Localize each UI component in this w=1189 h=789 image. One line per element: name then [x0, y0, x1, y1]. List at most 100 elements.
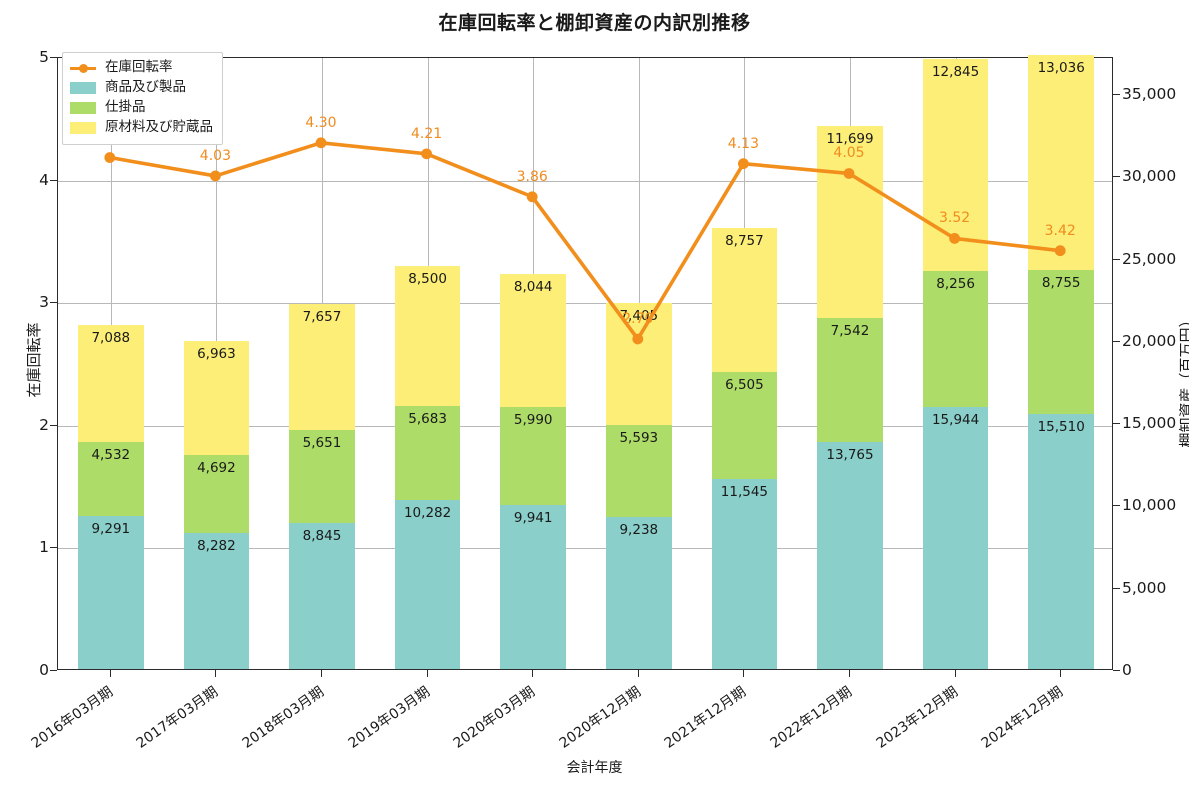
- line-value-label: 3.86: [516, 168, 548, 185]
- bar-segment-merchandise[interactable]: [394, 499, 461, 669]
- x-axis-tickmark: [637, 670, 639, 677]
- y-axis-right-tickmark: [1113, 670, 1120, 671]
- bar-segment-work-in-process[interactable]: [394, 406, 461, 500]
- bar-segment-raw-materials[interactable]: [183, 340, 250, 456]
- x-axis-tickmark: [849, 670, 850, 677]
- bar-segment-work-in-process[interactable]: [289, 430, 355, 524]
- y-axis-right-label: 棚卸資産（百万円）: [1177, 312, 1189, 448]
- x-axis-label: 会計年度: [566, 760, 623, 776]
- y-axis-right-tickmark: [1113, 340, 1120, 342]
- y-axis-right-tick-label: 30,000: [1122, 167, 1177, 186]
- gridline: [58, 425, 1112, 427]
- y-axis-left-tick-label: 2: [39, 415, 49, 434]
- bar-segment-raw-materials[interactable]: [394, 266, 461, 407]
- y-axis-left-tickmark: [50, 179, 57, 181]
- bar-segment-work-in-process[interactable]: [1028, 269, 1094, 414]
- line-value-label: 4.13: [727, 135, 759, 152]
- legend-item[interactable]: 商品及び製品: [70, 78, 213, 98]
- y-axis-left-tickmark: [50, 424, 57, 426]
- chart-legend: 在庫回転率商品及び製品仕掛品 原材料及び貯蔵品: [62, 52, 223, 145]
- legend-item[interactable]: 在庫回転率: [70, 58, 213, 78]
- line-value-label: 3.52: [939, 210, 971, 227]
- legend-item[interactable]: 仕掛品: [70, 98, 213, 118]
- bar-segment-work-in-process[interactable]: [817, 318, 883, 443]
- bar-segment-work-in-process[interactable]: [183, 455, 250, 533]
- y-axis-left-tick-label: 3: [39, 293, 49, 312]
- x-axis-tickmark: [532, 670, 534, 677]
- y-axis-right-tickmark: [1113, 176, 1120, 178]
- gridline: [58, 548, 1112, 550]
- page-title: 在庫回転率と棚卸資産の内訳別推移: [438, 12, 751, 34]
- bar-stack-column[interactable]: 9,941 5,990 8,044: [500, 56, 566, 669]
- y-axis-right-tickmark: [1113, 258, 1120, 260]
- bar-stack-column[interactable]: 9,291 4,532 7,088: [78, 56, 144, 669]
- bar-segment-raw-materials[interactable]: [78, 324, 144, 442]
- line-value-label: 4.21: [411, 125, 443, 142]
- line-value-label: 2.70: [622, 310, 654, 327]
- y-axis-right-label-box: 棚卸資産（百万円）: [1176, 300, 1189, 460]
- bar-segment-work-in-process[interactable]: [500, 406, 566, 506]
- bar-segment-raw-materials[interactable]: [922, 59, 989, 271]
- x-axis-tick-label: 2017年03月期: [134, 683, 222, 752]
- y-axis-left-label-box: 在庫回転率: [0, 300, 43, 420]
- x-axis-tick-label: 2024年12月期: [978, 683, 1067, 752]
- bar-segment-work-in-process[interactable]: [78, 441, 144, 517]
- y-axis-right-tickmark: [1113, 505, 1120, 507]
- legend-item-label: 商品及び製品: [105, 79, 186, 96]
- x-axis-tick-label: 2022年12月期: [767, 683, 855, 752]
- y-axis-left-tick-label: 4: [39, 170, 49, 189]
- x-axis-tick-label: 2020年03月期: [450, 683, 539, 752]
- bar-segment-merchandise[interactable]: [606, 516, 672, 669]
- x-axis-tick-label: 2020年12月期: [556, 683, 644, 752]
- y-axis-left-tickmark: [50, 57, 57, 58]
- bar-segment-merchandise[interactable]: [289, 523, 355, 669]
- x-axis-tick-label: 2018年03月期: [239, 683, 327, 752]
- bar-segment-merchandise[interactable]: [183, 532, 250, 669]
- bar-segment-merchandise[interactable]: [817, 442, 883, 669]
- bar-stack-column[interactable]: 8,845 5,651 7,657: [289, 56, 355, 669]
- y-axis-left-tickmark: [50, 547, 57, 549]
- bar-segment-raw-materials[interactable]: [711, 227, 778, 372]
- bar-stack-column[interactable]: 10,282 5,683 8,500: [394, 56, 461, 669]
- y-axis-right-tickmark: [1113, 423, 1120, 425]
- bar-stack-column[interactable]: 15,944 8,256 12,845: [922, 56, 989, 669]
- y-axis-left-tickmark: [50, 302, 57, 304]
- line-value-label: 4.03: [199, 147, 231, 164]
- legend-swatch-icon: [70, 122, 96, 134]
- line-value-label: 3.42: [1044, 222, 1076, 239]
- bar-segment-work-in-process[interactable]: [711, 371, 778, 479]
- y-axis-left-label: 在庫回転率: [25, 322, 44, 398]
- y-axis-left-tick-label: 0: [39, 661, 49, 679]
- bar-stack-column[interactable]: 8,282 4,692 6,963: [183, 56, 250, 669]
- y-axis-right-tickmark: [1113, 94, 1120, 96]
- y-axis-right-tick-label: 25,000: [1122, 249, 1177, 268]
- y-axis-left-tick-label: 5: [39, 48, 49, 66]
- y-axis-left-tick-label: 1: [39, 538, 49, 557]
- x-axis-tickmark: [426, 670, 428, 677]
- bar-segment-work-in-process[interactable]: [922, 270, 989, 407]
- bar-segment-merchandise[interactable]: [500, 505, 566, 669]
- bar-segment-work-in-process[interactable]: [606, 424, 672, 517]
- x-axis-tick-label: 2019年03月期: [345, 683, 433, 752]
- bar-segment-merchandise[interactable]: [711, 479, 778, 669]
- x-axis-tickmark: [743, 670, 745, 677]
- bar-segment-merchandise[interactable]: [1028, 413, 1094, 669]
- line-value-label: 4.30: [305, 114, 337, 131]
- bar-stack-column[interactable]: 15,510 8,755 13,036: [1028, 55, 1094, 669]
- bar-stack-column[interactable]: 9,238 5,593 7,405: [606, 56, 672, 669]
- legend-item-label: 在庫回転率: [105, 59, 173, 76]
- bar-segment-merchandise[interactable]: [922, 406, 989, 669]
- bar-segment-raw-materials[interactable]: [289, 304, 355, 431]
- x-axis-tickmark: [954, 670, 956, 677]
- bar-segment-merchandise[interactable]: [78, 516, 144, 669]
- y-axis-right-tick-label: 35,000: [1122, 85, 1177, 104]
- legend-line-icon: [70, 62, 96, 74]
- x-axis-tick-label: 2023年12月期: [873, 683, 961, 752]
- y-axis-right-tick-label: 5,000: [1122, 578, 1167, 597]
- legend-item[interactable]: 原材料及び貯蔵品: [70, 118, 213, 138]
- legend-swatch-icon: [70, 102, 96, 114]
- x-axis-tickmark: [215, 670, 217, 677]
- legend-item-label: 原材料及び貯蔵品: [105, 119, 213, 136]
- bar-segment-raw-materials[interactable]: [500, 274, 566, 407]
